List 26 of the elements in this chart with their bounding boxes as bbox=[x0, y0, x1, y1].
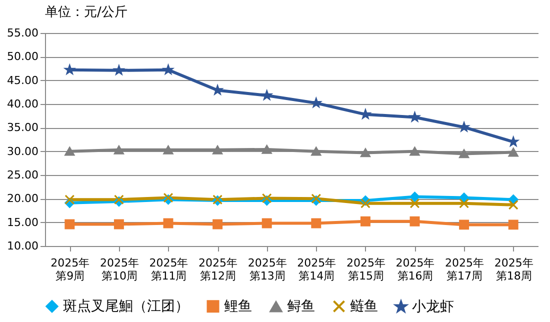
legend-label: 小龙虾 bbox=[412, 298, 454, 315]
legend-label: 鲟鱼 bbox=[287, 298, 315, 315]
legend-label: 斑点叉尾鮰（江团） bbox=[63, 298, 189, 314]
y-tick-label: 55.00 bbox=[7, 26, 38, 40]
legend-label: 鲢鱼 bbox=[350, 298, 378, 314]
x-tick-label: 2025年第18周 bbox=[494, 256, 534, 282]
legend-label: 鲤鱼 bbox=[224, 298, 252, 314]
y-tick-label: 40.00 bbox=[7, 98, 38, 110]
x-tick-label: 2025年第9周 bbox=[50, 256, 90, 282]
y-tick-label: 20.00 bbox=[7, 192, 38, 206]
y-tick-label: 50.00 bbox=[7, 50, 38, 64]
y-tick-label: 10.00 bbox=[7, 240, 38, 252]
y-tick-label: 15.00 bbox=[7, 216, 38, 229]
x-tick-label: 2025年第12周 bbox=[198, 256, 238, 282]
x-tick-label: 2025年第10周 bbox=[100, 256, 139, 282]
y-tick-label: 45.00 bbox=[7, 74, 38, 87]
x-tick-label: 2025年第11周 bbox=[149, 256, 188, 282]
y-tick-label: 25.00 bbox=[7, 168, 38, 182]
y-tick-label: 30.00 bbox=[7, 144, 38, 158]
x-tick-label: 2025年第14周 bbox=[297, 256, 336, 282]
x-tick-label: 2025年第17周 bbox=[445, 256, 484, 282]
y-tick-label: 35.00 bbox=[7, 121, 38, 134]
x-tick-label: 2025年第16周 bbox=[396, 256, 435, 282]
chart-title: 单位：元/公斤 bbox=[45, 5, 128, 20]
x-tick-label: 2025年第13周 bbox=[248, 256, 287, 282]
x-tick-label: 2025年第15周 bbox=[346, 256, 386, 282]
